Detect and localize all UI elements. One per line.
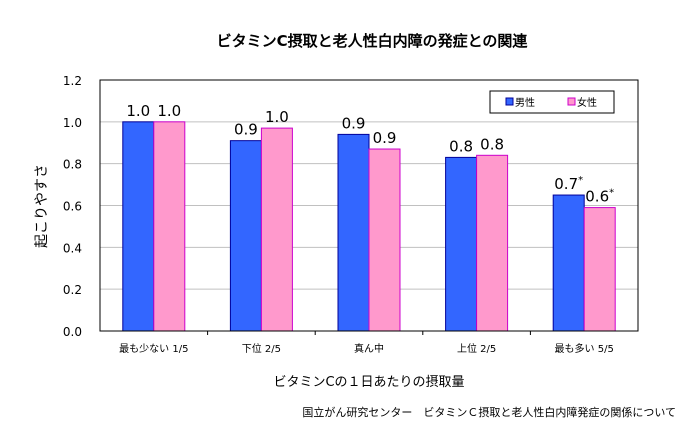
data-label: 1.0 xyxy=(265,108,289,126)
y-tick-label: 0.4 xyxy=(63,241,82,255)
y-axis-ticks: 0.0 0.2 0.4 0.6 0.8 1.0 1.2 xyxy=(63,74,82,339)
y-tick-label: 1.2 xyxy=(63,74,82,88)
data-label: 0.8 xyxy=(480,135,504,153)
y-axis-label: 起こりやすさ xyxy=(34,164,50,248)
legend-label-female: 女性 xyxy=(577,96,597,109)
bar-female xyxy=(583,207,616,332)
source-note: 国立がん研究センター ビタミンＣ摂取と老人性白内障発症の関係について xyxy=(302,405,676,419)
legend: 男性 女性 xyxy=(489,90,615,114)
bar-male xyxy=(229,140,262,332)
bar-female xyxy=(153,121,186,332)
bar-male xyxy=(445,156,478,332)
bars: 1.0 1.0 0.9 1.0 0.9 0.9 0.8 0.8 0.7*0.6* xyxy=(122,102,616,332)
bar-female xyxy=(260,127,293,332)
legend-swatch-male xyxy=(505,97,514,106)
y-tick-label: 0.0 xyxy=(63,325,82,339)
bar-male xyxy=(122,121,155,332)
data-label: 0.8 xyxy=(449,137,473,155)
legend-swatch-female xyxy=(567,97,576,106)
x-tick-label: 最も少ない 1/5 xyxy=(119,343,188,355)
data-label: 0.6* xyxy=(585,188,614,206)
bar-male xyxy=(337,133,370,332)
data-label: 0.9 xyxy=(234,121,258,139)
data-label: 1.0 xyxy=(157,102,181,120)
data-label: 0.9 xyxy=(373,129,397,147)
chart-title: ビタミンC摂取と老人性白内障の発症との関連 xyxy=(217,32,529,50)
data-label: 0.9 xyxy=(342,114,366,132)
bar-female xyxy=(368,148,401,332)
x-axis-label: ビタミンCの１日あたりの摂取量 xyxy=(273,374,464,390)
data-label: 1.0 xyxy=(126,102,150,120)
y-tick-label: 0.6 xyxy=(63,200,82,214)
y-tick-label: 0.8 xyxy=(63,158,82,172)
legend-label-male: 男性 xyxy=(515,96,535,109)
y-tick-label: 1.0 xyxy=(63,116,82,130)
bar-male xyxy=(552,194,585,332)
x-tick-label: 下位 2/5 xyxy=(242,342,281,355)
x-axis-ticks: 最も少ない 1/5 下位 2/5 真ん中 上位 2/5 最も多い 5/5 xyxy=(119,331,614,355)
y-tick-label: 0.2 xyxy=(63,283,82,297)
bar-female xyxy=(476,154,509,332)
x-tick-label: 上位 2/5 xyxy=(457,342,496,355)
legend-box xyxy=(489,90,615,114)
x-tick-label: 真ん中 xyxy=(354,342,384,355)
x-tick-label: 最も多い 5/5 xyxy=(555,342,614,355)
data-label: 0.7* xyxy=(554,175,583,193)
plot-area-border xyxy=(99,79,639,332)
